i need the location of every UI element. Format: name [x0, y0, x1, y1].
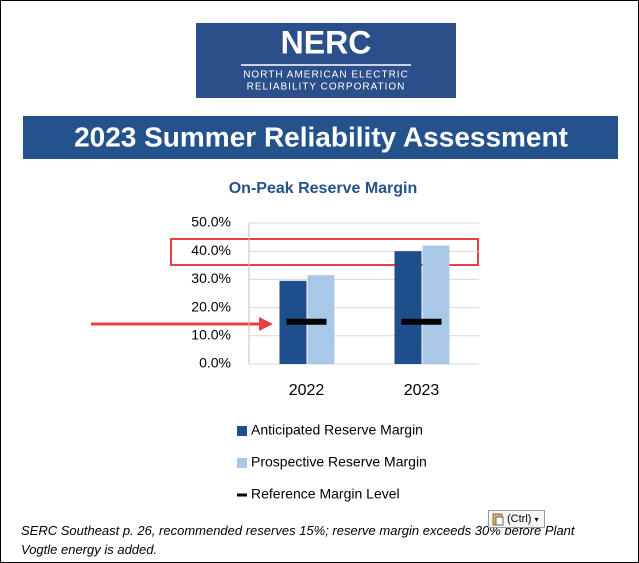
highlight-box: [170, 238, 479, 266]
banner: [23, 116, 618, 159]
logo-line: RELIABILITY CORPORATION: [247, 82, 406, 93]
paste-options[interactable]: (Ctrl) ▾: [488, 510, 545, 528]
arrow-head: [259, 317, 273, 331]
caption: SERC Southeast p. 26, recommended reserv…: [21, 523, 575, 557]
y-tick-label: 0.0%: [199, 355, 231, 371]
paste-icon: [492, 513, 504, 526]
logo-box: [196, 23, 456, 98]
legend-marker: [237, 426, 247, 436]
bar: [394, 251, 422, 364]
dropdown-arrow: ▾: [534, 514, 539, 524]
y-tick-label: 10.0%: [191, 327, 231, 343]
paste-label: (Ctrl): [507, 513, 532, 525]
y-tick-label: 20.0%: [191, 298, 231, 314]
logo-name: NERC: [281, 24, 372, 60]
legend-label: Anticipated Reserve Margin: [251, 422, 423, 438]
y-tick-label: 50.0%: [191, 214, 231, 230]
chart-title: On-Peak Reserve Margin: [229, 180, 418, 197]
legend-label: Prospective Reserve Margin: [251, 454, 427, 470]
y-tick-label: 30.0%: [191, 270, 231, 286]
banner-title: 2023 Summer Reliability Assessment: [74, 121, 568, 152]
y-tick-label: 40.0%: [191, 242, 231, 258]
logo-line: NORTH AMERICAN ELECTRIC: [243, 70, 409, 81]
bar: [422, 245, 450, 364]
legend-label: Reference Margin Level: [251, 486, 400, 502]
legend-marker: [237, 458, 247, 468]
x-tick-label: 2022: [289, 382, 325, 399]
x-tick-label: 2023: [404, 382, 440, 399]
